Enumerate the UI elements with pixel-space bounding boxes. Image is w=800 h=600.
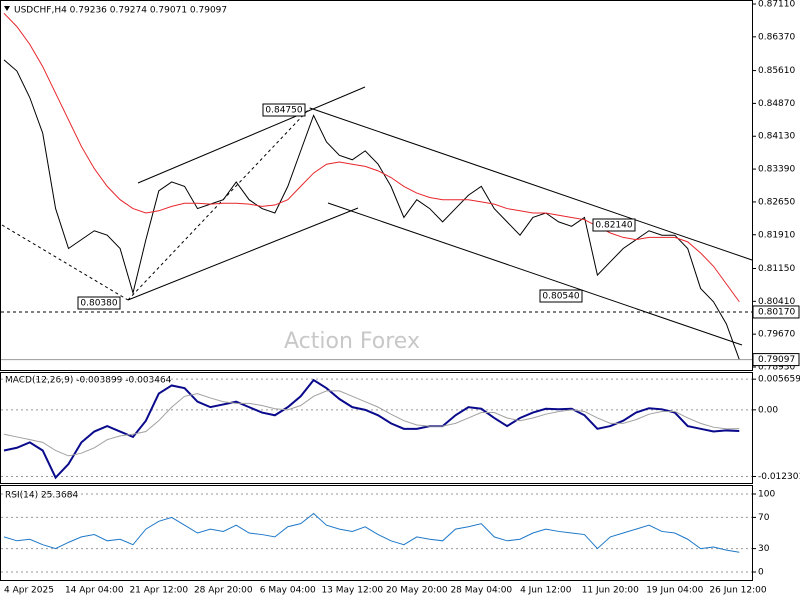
watermark: Action Forex	[284, 329, 420, 354]
y-tick-label: 70	[758, 513, 770, 523]
annotation: 0.84750	[265, 106, 302, 116]
y-tick-label: 30	[758, 544, 770, 554]
annotation: 0.82140	[595, 221, 632, 231]
annotation-box	[262, 103, 306, 117]
annotation-box	[539, 289, 583, 303]
panel-title: USDCHF,H4 0.79236 0.79274 0.79071 0.7909…	[14, 6, 227, 16]
series-line	[3, 12, 740, 303]
y-tick-label: 0.81910	[758, 230, 795, 240]
x-tick-label: 19 Jun 04:00	[646, 586, 703, 596]
x-tick-label: 21 Apr 12:00	[129, 586, 188, 596]
y-tick-label: 0.82650	[758, 197, 795, 207]
x-tick-label: 4 Jun 12:00	[520, 586, 572, 596]
x-tick-label: 20 May 20:00	[386, 586, 448, 596]
x-tick-label: 28 Apr 20:00	[194, 586, 253, 596]
trendline	[1, 224, 129, 301]
x-tick-label: 26 Jun 12:00	[709, 586, 766, 596]
y-tick-label: 0.86370	[758, 32, 795, 42]
y-tick-label: 0.81150	[758, 264, 795, 274]
level-label: 0.80170	[758, 307, 795, 317]
trendline	[137, 86, 366, 184]
y-tick-label: 100	[758, 490, 775, 500]
annotation: 0.80380	[80, 299, 117, 309]
symbol-icon	[4, 6, 10, 11]
annotation-box	[77, 296, 121, 310]
y-tick-label: 0.005659	[758, 375, 800, 385]
x-tick-label: 13 May 12:00	[321, 586, 383, 596]
macd-panel	[0, 372, 753, 484]
trendlines	[1, 86, 753, 346]
level-tag	[752, 305, 800, 319]
trendline	[327, 202, 743, 346]
series-line	[3, 512, 740, 553]
y-tick-label: 0.80410	[758, 297, 795, 307]
y-tick-label: 0.79670	[758, 330, 795, 340]
annotation-box	[592, 218, 636, 232]
y-tick-label: 0.83390	[758, 165, 795, 175]
rsi-panel	[0, 485, 753, 581]
x-tick-label: 6 May 04:00	[260, 586, 316, 596]
x-tick-label: 11 Jun 20:00	[582, 586, 639, 596]
x-tick-label: 14 Apr 04:00	[65, 586, 124, 596]
price-label: 0.79097	[758, 355, 795, 365]
price-panel	[0, 0, 753, 371]
y-tick-label: 0	[758, 568, 764, 578]
y-tick-label: 0.87110	[758, 0, 795, 10]
panel-title: RSI(14) 25.3684	[5, 491, 78, 501]
y-tick-label: 0.85610	[758, 66, 795, 76]
y-tick-label: 0.00	[758, 405, 778, 415]
x-tick-label: 4 Apr 2025	[4, 586, 54, 596]
annotation: 0.80540	[542, 292, 579, 302]
y-tick-label: -0.012301	[758, 472, 800, 482]
series-line	[3, 390, 740, 457]
y-tick-label: 0.84130	[758, 132, 795, 142]
x-tick-label: 28 May 04:00	[450, 586, 512, 596]
y-tick-label: 0.78930	[758, 363, 795, 373]
series-line	[3, 59, 740, 360]
y-tick-label: 0.84870	[758, 99, 795, 109]
price-tag	[752, 353, 800, 367]
panel-title: MACD(12,26,9) -0.003899 -0.003464	[5, 376, 172, 386]
trendline	[309, 107, 753, 261]
trendline	[127, 207, 359, 301]
